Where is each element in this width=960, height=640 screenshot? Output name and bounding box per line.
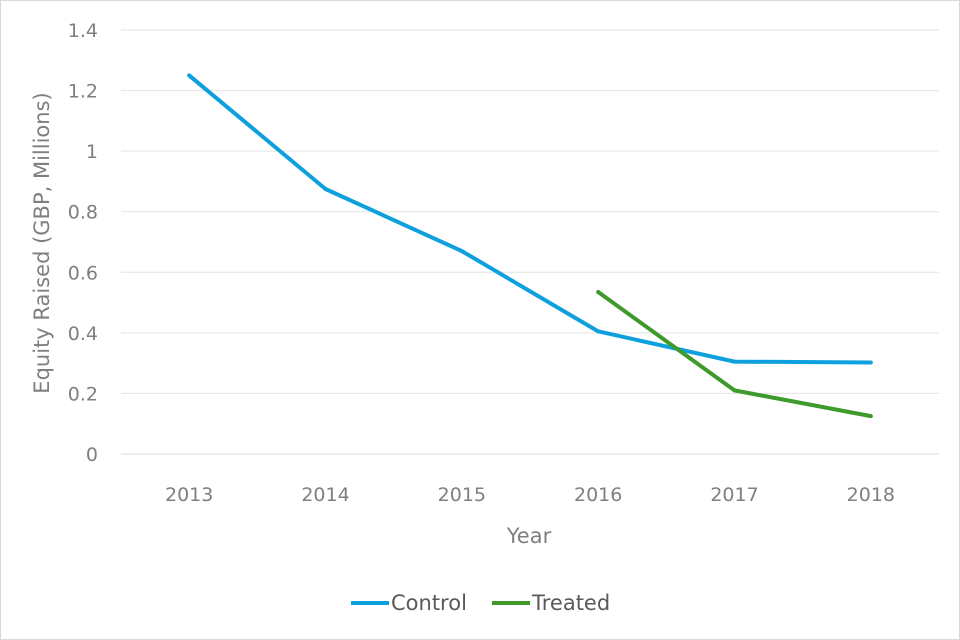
y-axis-ticks: 0 0.2 0.4 0.6 0.8 1 1.2 1.4 <box>68 20 98 466</box>
y-tick-label: 0.8 <box>68 202 98 224</box>
y-tick-label: 1.4 <box>68 20 98 42</box>
data-point-treated <box>868 414 873 419</box>
x-tick-label: 2014 <box>301 484 349 506</box>
x-tick-label: 2015 <box>438 484 486 506</box>
y-tick-label: 0 <box>86 444 98 466</box>
x-tick-label: 2018 <box>847 484 895 506</box>
legend-label: Control <box>391 591 467 615</box>
data-point-control <box>868 360 873 365</box>
legend-item-treated: Treated <box>492 591 610 615</box>
gridlines <box>121 29 939 455</box>
legend-label: Treated <box>531 591 610 615</box>
y-tick-label: 1.2 <box>68 81 98 103</box>
data-point-treated <box>732 388 737 393</box>
x-tick-label: 2017 <box>710 484 758 506</box>
data-point-control <box>323 187 328 191</box>
series-line-control <box>187 73 871 365</box>
data-point-control <box>187 73 192 78</box>
data-point-control <box>732 359 737 364</box>
data-point-control <box>596 329 601 334</box>
series-lines <box>187 73 873 419</box>
legend: Control Treated <box>351 591 610 615</box>
y-tick-label: 1 <box>86 141 98 163</box>
series-line-treated <box>596 290 872 419</box>
x-tick-label: 2013 <box>165 484 213 506</box>
y-axis-title: Equity Raised (GBP, Millions) <box>30 92 54 393</box>
data-point-control <box>459 249 464 254</box>
legend-item-control: Control <box>351 591 467 615</box>
x-axis-title: Year <box>506 524 552 548</box>
y-tick-label: 0.6 <box>68 262 98 284</box>
y-tick-label: 0.4 <box>68 323 98 345</box>
x-tick-label: 2016 <box>574 484 622 506</box>
y-tick-label: 0.2 <box>68 383 98 405</box>
x-axis-ticks: 2013 2014 2015 2016 2017 2018 <box>165 484 895 506</box>
data-point-treated <box>596 289 601 294</box>
